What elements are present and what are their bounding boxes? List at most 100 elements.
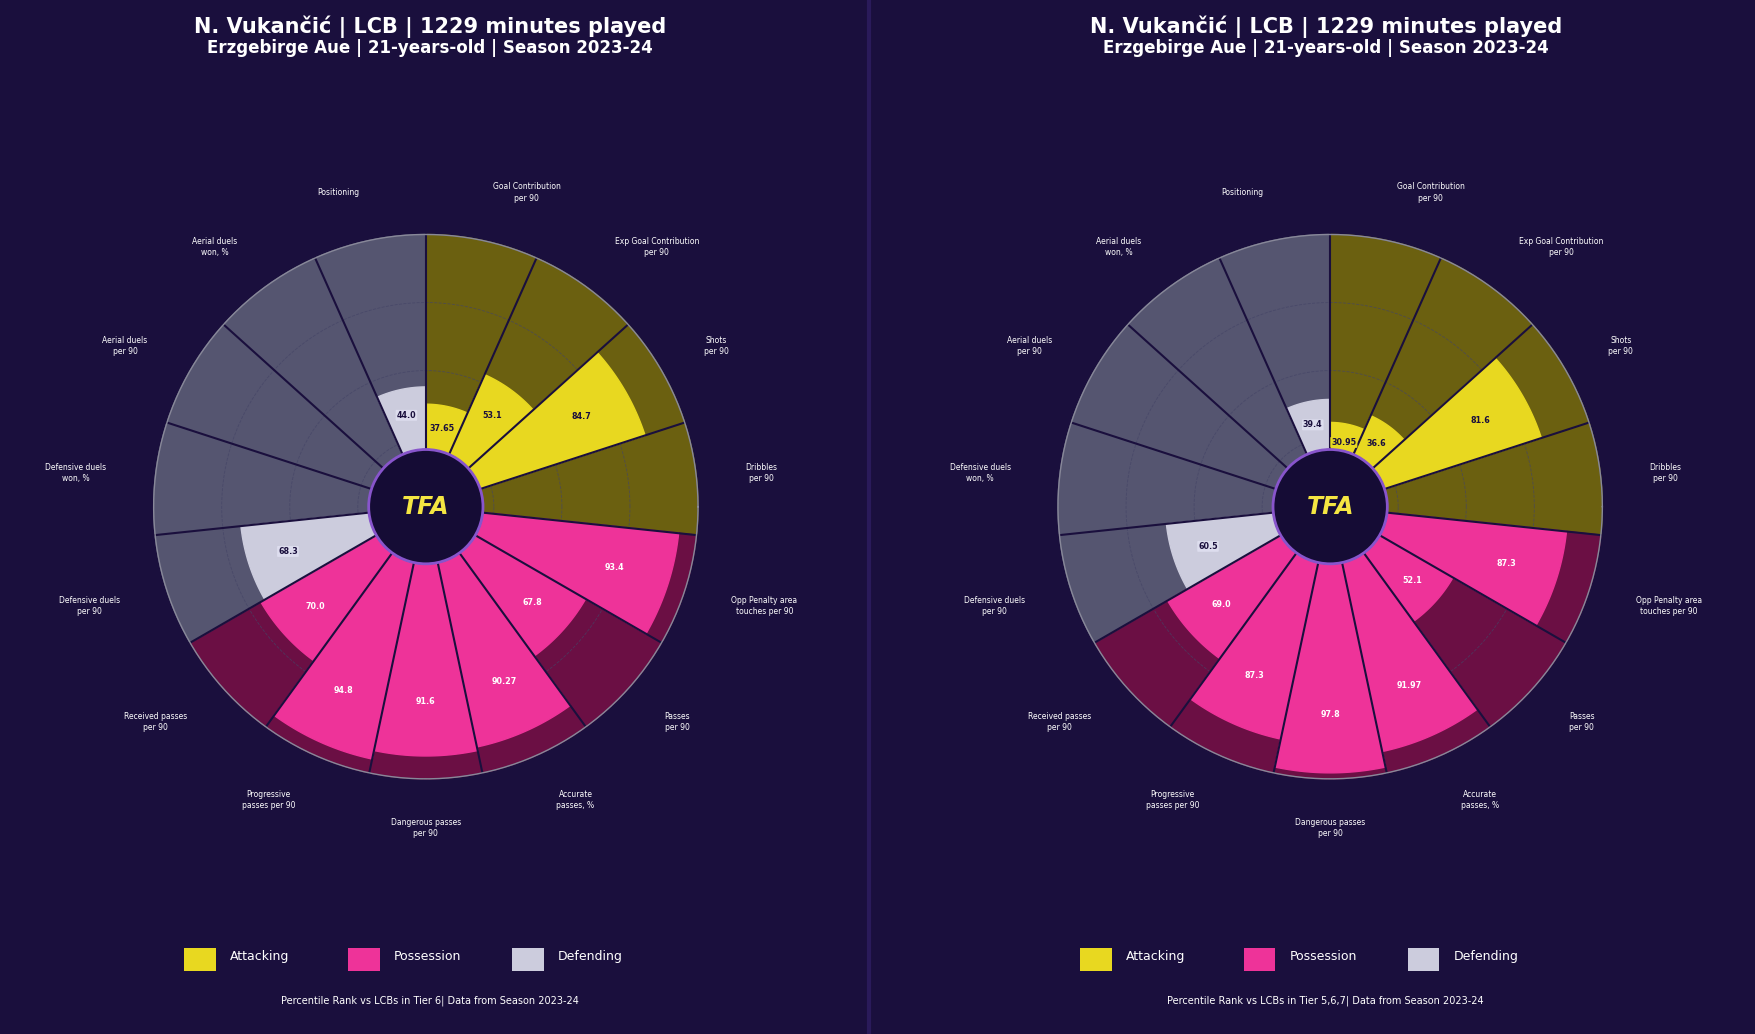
Text: Possession: Possession: [1288, 950, 1357, 963]
Polygon shape: [1330, 423, 1601, 536]
Text: Passes
per 90: Passes per 90: [663, 711, 690, 732]
Polygon shape: [426, 404, 467, 507]
Circle shape: [369, 450, 483, 564]
Polygon shape: [426, 325, 684, 507]
Text: Dangerous passes
per 90: Dangerous passes per 90: [1293, 818, 1365, 838]
Text: Positioning: Positioning: [316, 188, 358, 197]
Polygon shape: [154, 423, 426, 536]
Text: Accurate
passes, %: Accurate passes, %: [556, 790, 595, 810]
Text: 9.7: 9.7: [397, 472, 411, 481]
Text: Progressive
passes per 90: Progressive passes per 90: [1146, 790, 1199, 810]
Text: Exp Goal Contribution
per 90: Exp Goal Contribution per 90: [1518, 237, 1602, 256]
Polygon shape: [1330, 416, 1404, 507]
Polygon shape: [1286, 399, 1330, 507]
Polygon shape: [426, 507, 662, 727]
Text: 52.1: 52.1: [1402, 576, 1422, 585]
Text: 90.27: 90.27: [491, 677, 516, 687]
Polygon shape: [414, 498, 426, 507]
Polygon shape: [1330, 258, 1532, 507]
Polygon shape: [426, 498, 453, 510]
Polygon shape: [426, 507, 586, 656]
Text: 69.0: 69.0: [1211, 600, 1230, 609]
Polygon shape: [426, 507, 677, 634]
Polygon shape: [1165, 507, 1330, 589]
Text: 93.4: 93.4: [604, 564, 623, 573]
Text: 60.5: 60.5: [1197, 542, 1218, 551]
Text: 87.3: 87.3: [1495, 559, 1516, 569]
Polygon shape: [1330, 358, 1541, 507]
Polygon shape: [426, 507, 586, 772]
Text: 84.7: 84.7: [572, 413, 591, 421]
Text: Aerial duels
per 90: Aerial duels per 90: [1006, 336, 1051, 356]
Polygon shape: [1274, 507, 1385, 772]
Polygon shape: [405, 483, 426, 507]
Text: Dribbles
per 90: Dribbles per 90: [1648, 463, 1681, 483]
Text: 8.4: 8.4: [1360, 498, 1374, 507]
Text: 94.8: 94.8: [333, 686, 355, 695]
Polygon shape: [1318, 499, 1330, 507]
Text: Aerial duels
won, %: Aerial duels won, %: [1095, 237, 1141, 256]
Text: Percentile Rank vs LCBs in Tier 5,6,7| Data from Season 2023-24: Percentile Rank vs LCBs in Tier 5,6,7| D…: [1167, 996, 1483, 1006]
Text: 97.8: 97.8: [1320, 709, 1339, 719]
Text: Goal Contribution
per 90: Goal Contribution per 90: [493, 182, 560, 203]
Polygon shape: [1167, 507, 1330, 659]
Text: Defensive duels
won, %: Defensive duels won, %: [46, 463, 107, 483]
Text: Accurate
passes, %: Accurate passes, %: [1460, 790, 1499, 810]
Polygon shape: [1330, 507, 1451, 621]
Polygon shape: [426, 507, 697, 643]
Polygon shape: [274, 507, 426, 759]
Text: Received passes
per 90: Received passes per 90: [125, 711, 188, 732]
Polygon shape: [1330, 507, 1476, 752]
Text: Positioning: Positioning: [1220, 188, 1262, 197]
Text: 0.0: 0.0: [381, 498, 395, 507]
Text: 4.7: 4.7: [386, 483, 400, 492]
Polygon shape: [426, 507, 570, 747]
Text: 53.1: 53.1: [483, 410, 502, 420]
Polygon shape: [1330, 507, 1565, 727]
Text: 36.6: 36.6: [1365, 439, 1385, 449]
Text: TFA: TFA: [402, 494, 449, 519]
Polygon shape: [1169, 507, 1330, 772]
Text: Attacking: Attacking: [1125, 950, 1185, 963]
Polygon shape: [240, 507, 426, 600]
Text: Defending: Defending: [1453, 950, 1518, 963]
Text: Received passes
per 90: Received passes per 90: [1028, 711, 1092, 732]
Circle shape: [1272, 450, 1386, 564]
Polygon shape: [261, 507, 426, 661]
Text: Aerial duels
won, %: Aerial duels won, %: [191, 237, 237, 256]
Text: 44.0: 44.0: [397, 410, 416, 420]
Text: Aerial duels
per 90: Aerial duels per 90: [102, 336, 147, 356]
Text: Attacking: Attacking: [230, 950, 290, 963]
Text: Opp Penalty area
touches per 90: Opp Penalty area touches per 90: [730, 596, 797, 616]
Text: Erzgebirge Aue | 21-years-old | Season 2023-24: Erzgebirge Aue | 21-years-old | Season 2…: [207, 39, 653, 57]
Polygon shape: [1330, 325, 1588, 507]
Text: 91.6: 91.6: [416, 697, 435, 705]
Text: Shots
per 90: Shots per 90: [704, 336, 728, 356]
Polygon shape: [154, 507, 426, 643]
Text: 4.2: 4.2: [1290, 483, 1304, 492]
Text: Dangerous passes
per 90: Dangerous passes per 90: [390, 818, 462, 838]
Polygon shape: [1330, 507, 1490, 772]
Text: 67.8: 67.8: [523, 599, 542, 607]
Polygon shape: [1190, 507, 1330, 739]
Text: 39.4: 39.4: [1302, 421, 1322, 429]
Polygon shape: [426, 374, 534, 507]
Polygon shape: [1127, 258, 1330, 507]
Text: 81.6: 81.6: [1469, 416, 1490, 425]
Text: TFA: TFA: [1306, 494, 1353, 519]
Text: N. Vukančić | LCB | 1229 minutes played: N. Vukančić | LCB | 1229 minutes played: [1090, 16, 1560, 38]
Polygon shape: [167, 325, 426, 507]
Text: 70.0: 70.0: [305, 602, 325, 611]
Polygon shape: [223, 258, 426, 507]
Polygon shape: [1093, 507, 1330, 727]
Text: Opp Penalty area
touches per 90: Opp Penalty area touches per 90: [1634, 596, 1701, 616]
Polygon shape: [1058, 507, 1330, 643]
Polygon shape: [1330, 499, 1353, 509]
Text: Defensive duels
won, %: Defensive duels won, %: [949, 463, 1011, 483]
Text: 68.3: 68.3: [277, 547, 298, 556]
Text: 87.3: 87.3: [1244, 671, 1264, 680]
Polygon shape: [426, 235, 537, 507]
Polygon shape: [1272, 507, 1386, 779]
Text: Possession: Possession: [393, 950, 462, 963]
Polygon shape: [1325, 506, 1330, 507]
